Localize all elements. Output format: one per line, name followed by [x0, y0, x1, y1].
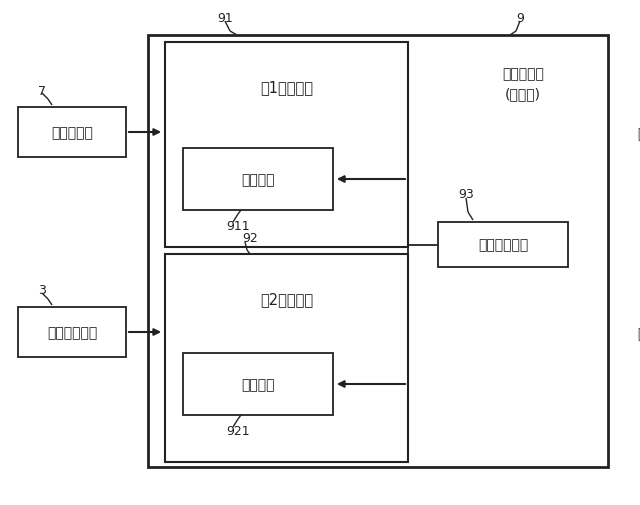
Bar	[148, 36, 608, 467]
Bar	[18, 108, 126, 158]
Bar	[165, 43, 408, 247]
Text: (回路部): (回路部)	[505, 87, 541, 101]
Bar	[18, 308, 126, 358]
Text: 半導体回路: 半導体回路	[502, 67, 544, 81]
Text: 911: 911	[226, 220, 250, 233]
Text: 第1検出回路: 第1検出回路	[260, 80, 313, 95]
Text: 温度センサー: 温度センサー	[478, 238, 528, 252]
Bar	[183, 148, 333, 211]
Text: 補正回路: 補正回路	[241, 377, 275, 391]
Text: 93: 93	[458, 188, 474, 201]
Text: 921: 921	[226, 425, 250, 438]
Text: 92: 92	[242, 232, 258, 245]
Bar	[438, 223, 568, 268]
Text: 歪検出素子: 歪検出素子	[51, 126, 93, 140]
Text: 7: 7	[38, 84, 46, 97]
Text: センサー素子: センサー素子	[47, 325, 97, 339]
Text: 第2検出回路: 第2検出回路	[260, 292, 313, 307]
Bar	[165, 255, 408, 462]
Text: 91: 91	[217, 12, 233, 24]
Text: 補正回路: 補正回路	[241, 173, 275, 187]
Text: 3: 3	[38, 284, 46, 297]
Text: 出力2: 出力2	[637, 325, 640, 339]
Text: 出力1: 出力1	[637, 126, 640, 140]
Text: 9: 9	[516, 12, 524, 24]
Bar	[183, 354, 333, 415]
